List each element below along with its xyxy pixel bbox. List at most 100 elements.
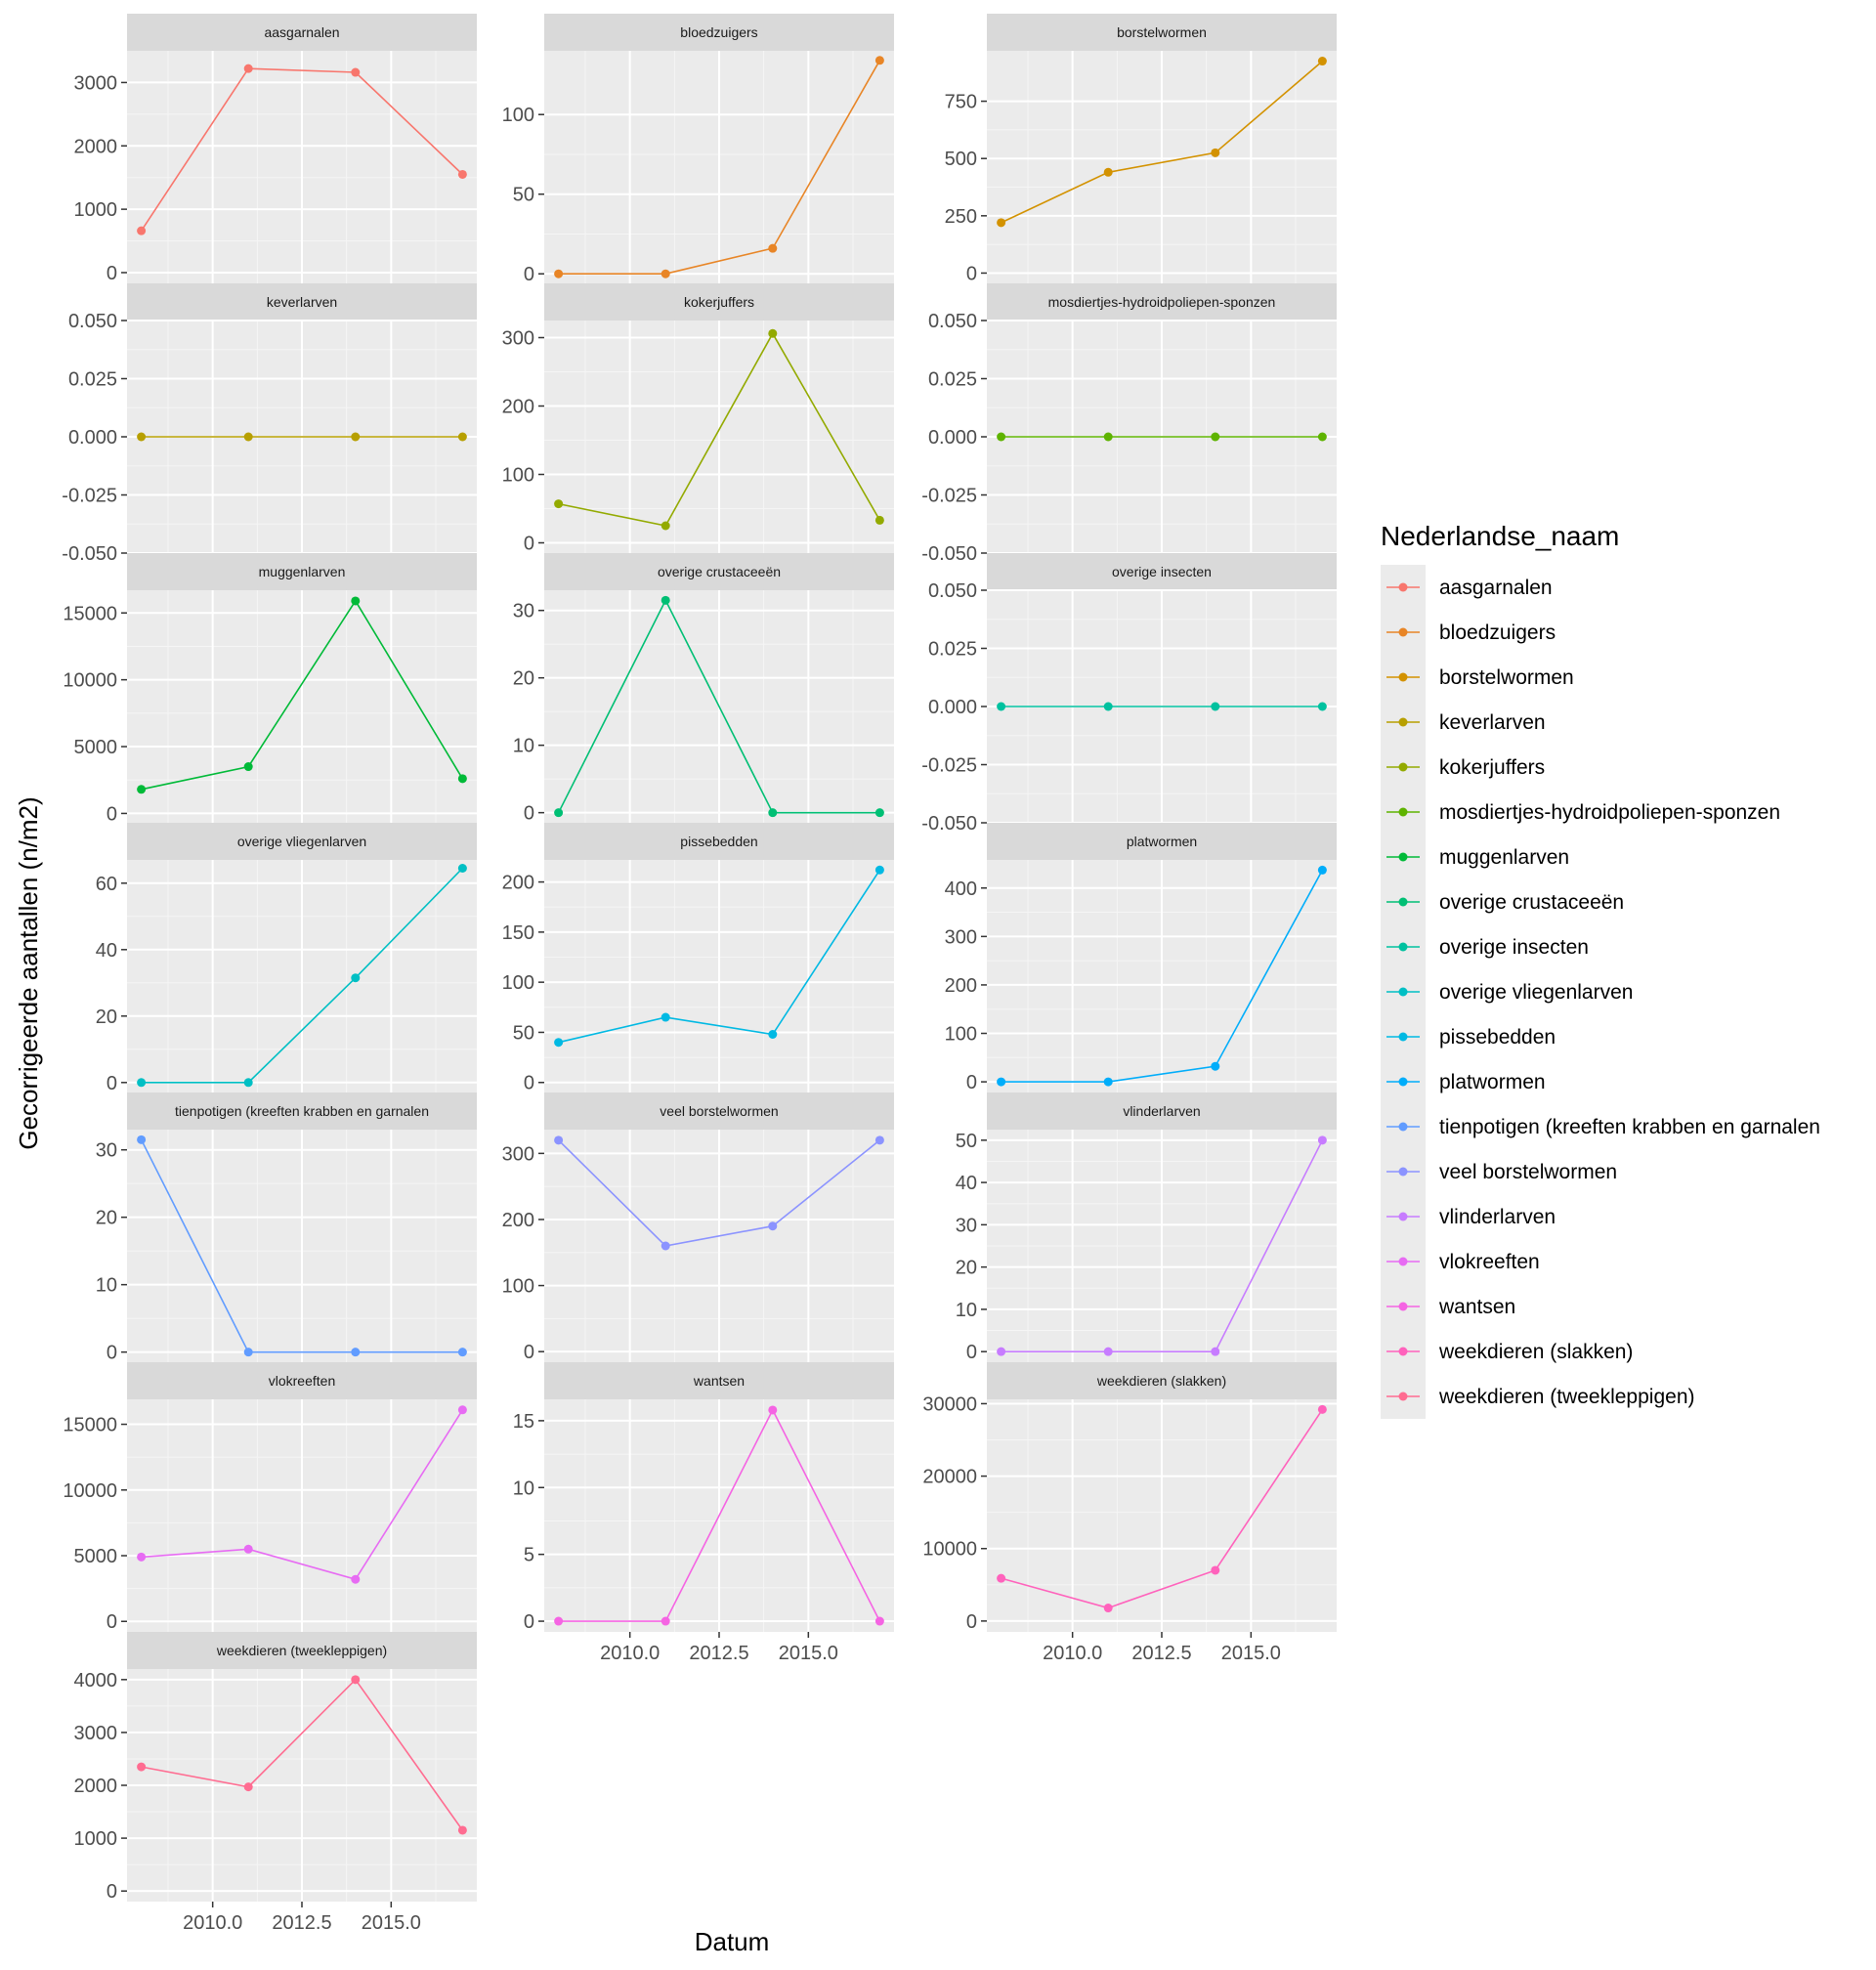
legend-item-platwormen: platwormen: [1386, 1071, 1546, 1093]
x-tick-label: 2015.0: [362, 1912, 421, 1934]
data-point: [243, 64, 253, 73]
y-tick-label: 200: [502, 397, 534, 418]
panel-borstelwormen: borstelwormen 0 250 500 750: [945, 14, 1337, 284]
legend-item-bloedzuigers: bloedzuigers: [1386, 621, 1556, 644]
legend-key-point: [1398, 987, 1408, 997]
data-point: [768, 808, 778, 818]
y-tick-label: 250: [945, 206, 977, 228]
panel-strip: [987, 1092, 1337, 1130]
x-tick-label: 2010.0: [183, 1912, 242, 1934]
legend-key-point: [1398, 1257, 1408, 1266]
data-point: [457, 1405, 467, 1415]
y-tick-label: 0: [966, 1342, 977, 1363]
panel-strip: [987, 14, 1337, 51]
data-point: [243, 1544, 253, 1554]
legend-key-point: [1398, 1077, 1408, 1087]
panel-wantsen: wantsen 0 5 10 15 2010.0 2012.5 2015.0: [513, 1362, 894, 1664]
strip-label: vlokreeften: [269, 1373, 335, 1389]
legend-label: vlinderlarven: [1439, 1206, 1556, 1228]
data-point: [457, 1348, 467, 1357]
data-point: [874, 808, 884, 818]
x-tick-label: 2012.5: [272, 1912, 331, 1934]
panel-strip: [544, 1092, 894, 1130]
y-tick-label: 20: [956, 1258, 977, 1279]
data-point: [997, 1347, 1006, 1356]
legend-label: overige vliegenlarven: [1439, 981, 1633, 1004]
legend-item-pissebedden: pissebedden: [1386, 1026, 1556, 1049]
y-tick-label: 10000: [63, 1480, 117, 1502]
legend-key-point: [1398, 1032, 1408, 1042]
data-point: [1211, 1061, 1220, 1071]
panel-pissebedden: pissebedden 0 50 100 150 200: [502, 823, 894, 1094]
legend-key-point: [1398, 1347, 1408, 1356]
data-point: [457, 432, 467, 442]
panel-vlokreeften: vlokreeften 0 5000 10000 15000: [63, 1362, 477, 1633]
panel-muggenlarven: muggenlarven 0 5000 10000 15000: [63, 553, 477, 825]
strip-label: wantsen: [693, 1373, 745, 1389]
legend-key-point: [1398, 807, 1408, 817]
y-tick-label: 30: [513, 601, 534, 622]
y-tick-label: 0: [107, 1343, 117, 1364]
data-point: [1317, 57, 1327, 66]
strip-label: platwormen: [1127, 834, 1197, 849]
strip-label: overige insecten: [1112, 564, 1212, 579]
strip-label: veel borstelwormen: [660, 1103, 778, 1119]
y-tick-label: 0: [524, 1073, 534, 1094]
y-tick-label: 3000: [74, 1723, 118, 1744]
data-point: [661, 521, 670, 531]
y-tick-label: 20: [96, 1208, 117, 1229]
strip-label: vlinderlarven: [1123, 1103, 1200, 1119]
panel-veel-borstelwormen: veel borstelwormen 0 100 200 300: [502, 1092, 894, 1363]
strip-label: borstelwormen: [1117, 24, 1207, 40]
y-tick-label: 0: [107, 263, 117, 284]
panel-strip: [544, 553, 894, 590]
y-tick-label: 0: [524, 534, 534, 555]
panel-strip: [987, 1362, 1337, 1399]
legend-label: veel borstelwormen: [1439, 1161, 1617, 1183]
data-point: [243, 762, 253, 772]
y-tick-label: -0.025: [62, 486, 117, 507]
legend-item-tienpotigen-kreeften-krabben-en-garnalen: tienpotigen (kreeften krabben en garnale…: [1386, 1116, 1820, 1138]
series-line: [141, 1678, 464, 1831]
legend-label: overige crustaceeën: [1439, 891, 1624, 914]
panel-strip: [127, 1092, 477, 1130]
legend-label: overige insecten: [1439, 936, 1589, 959]
series-line: [141, 1409, 464, 1581]
data-point: [768, 1030, 778, 1039]
data-point: [661, 595, 670, 605]
legend-key-point: [1398, 1167, 1408, 1177]
data-point: [874, 865, 884, 875]
data-point: [457, 169, 467, 179]
y-tick-label: -0.050: [921, 813, 977, 835]
data-point: [661, 1241, 670, 1251]
y-tick-label: -0.050: [62, 543, 117, 565]
panel-weekdieren-slakken: weekdieren (slakken) 0 10000 20000 30000 2010…: [922, 1362, 1337, 1664]
data-point: [554, 499, 564, 509]
y-tick-label: 15: [513, 1411, 534, 1433]
y-tick-label: 0.050: [68, 311, 117, 332]
y-axis-title: Gecorrigeerde aantallen (n/m2): [14, 796, 43, 1149]
legend-item-weekdieren-tweekleppigen: weekdieren (tweekleppigen): [1386, 1386, 1695, 1408]
strip-label: weekdieren (slakken): [1096, 1373, 1226, 1389]
data-point: [351, 1574, 361, 1584]
data-point: [1103, 1347, 1113, 1356]
legend-item-vlinderlarven: vlinderlarven: [1386, 1206, 1556, 1228]
strip-label: overige crustaceeën: [658, 564, 781, 579]
data-point: [1103, 1077, 1113, 1087]
y-tick-label: 2000: [74, 136, 118, 157]
legend-key-point: [1398, 762, 1408, 772]
facet-panels: aasgarnalen0100020003000bloedzuigers0501…: [62, 14, 1337, 1934]
y-tick-label: 30: [956, 1215, 977, 1236]
series-line: [140, 67, 463, 232]
legend-key-point: [1398, 1122, 1408, 1132]
series-line: [558, 869, 881, 1044]
panel-kokerjuffers: kokerjuffers 0 100 200 300: [502, 283, 894, 555]
y-tick-label: 10: [513, 736, 534, 757]
y-tick-label: 10000: [63, 670, 117, 692]
y-tick-label: 0.050: [928, 311, 977, 332]
series-line: [1001, 870, 1324, 1083]
legend-label: kokerjuffers: [1439, 756, 1545, 779]
y-tick-label: 5: [524, 1545, 534, 1566]
panel-tienpotigen-kreeften-krabben-en-garnalen: tienpotigen (kreeften krabben en garnale…: [96, 1092, 477, 1364]
